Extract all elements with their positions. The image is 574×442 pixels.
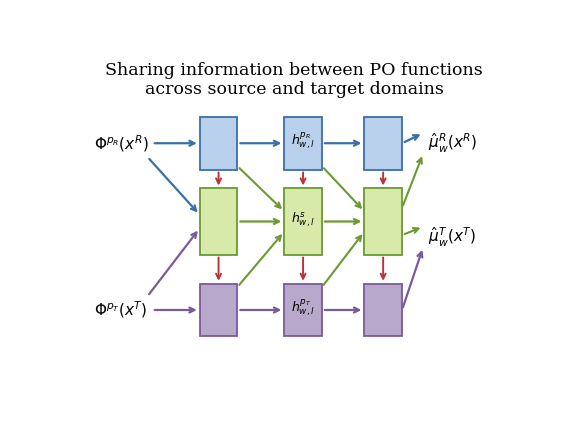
FancyBboxPatch shape — [284, 188, 322, 255]
Text: $\Phi^{p_R}(x^R)$: $\Phi^{p_R}(x^R)$ — [94, 133, 149, 153]
Text: Sharing information between PO functions
across source and target domains: Sharing information between PO functions… — [105, 61, 483, 98]
FancyBboxPatch shape — [284, 117, 322, 170]
FancyBboxPatch shape — [284, 284, 322, 336]
Text: $\hat{\mu}_w^T(x^T)$: $\hat{\mu}_w^T(x^T)$ — [428, 225, 476, 248]
FancyBboxPatch shape — [200, 284, 238, 336]
Text: $h_{w,l}^{p_R}$: $h_{w,l}^{p_R}$ — [291, 131, 315, 152]
FancyBboxPatch shape — [200, 188, 238, 255]
Text: $\Phi^{p_T}(x^T)$: $\Phi^{p_T}(x^T)$ — [94, 300, 148, 320]
FancyBboxPatch shape — [364, 117, 402, 170]
FancyBboxPatch shape — [200, 117, 238, 170]
Text: $h_{w,l}^{p_T}$: $h_{w,l}^{p_T}$ — [291, 298, 315, 319]
Text: $h_{w,l}^{s}$: $h_{w,l}^{s}$ — [291, 210, 315, 229]
Text: $\hat{\mu}_w^R(x^R)$: $\hat{\mu}_w^R(x^R)$ — [428, 132, 477, 155]
FancyBboxPatch shape — [364, 284, 402, 336]
FancyBboxPatch shape — [364, 188, 402, 255]
